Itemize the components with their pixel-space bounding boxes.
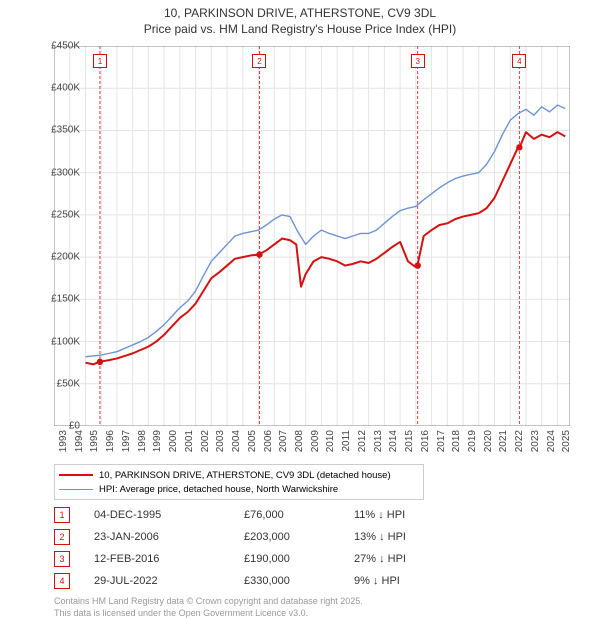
x-tick-label: 1999: [152, 430, 163, 452]
x-tick-label: 2020: [483, 430, 494, 452]
chart-plot-area: [54, 46, 570, 426]
x-tick-label: 2011: [341, 430, 352, 452]
sales-row-diff: 11% ↓ HPI: [354, 509, 454, 521]
sales-table-row: 4 29-JUL-2022£330,0009% ↓ HPI: [54, 570, 454, 592]
footer-line-1: Contains HM Land Registry data © Crown c…: [54, 596, 363, 606]
footer-attribution: Contains HM Land Registry data © Crown c…: [54, 596, 363, 619]
x-tick-label: 1997: [121, 430, 132, 452]
y-tick-label: £200K: [26, 252, 80, 263]
x-tick-label: 2000: [168, 430, 179, 452]
sales-row-marker: 3: [54, 551, 70, 567]
sales-table-row: 2 23-JAN-2006£203,00013% ↓ HPI: [54, 526, 454, 548]
x-tick-label: 2010: [325, 430, 336, 452]
y-tick-label: £450K: [26, 41, 80, 52]
x-tick-label: 2012: [357, 430, 368, 452]
x-tick-label: 2017: [436, 430, 447, 452]
x-tick-label: 2004: [231, 430, 242, 452]
legend-swatch: [59, 474, 93, 476]
x-tick-label: 2016: [420, 430, 431, 452]
x-tick-label: 2014: [388, 430, 399, 452]
legend-label: HPI: Average price, detached house, Nort…: [99, 484, 338, 495]
y-tick-label: £100K: [26, 336, 80, 347]
sales-table-row: 3 12-FEB-2016£190,00027% ↓ HPI: [54, 548, 454, 570]
x-tick-label: 2001: [184, 430, 195, 452]
x-tick-label: 2019: [467, 430, 478, 452]
x-tick-label: 2006: [263, 430, 274, 452]
sales-row-date: 23-JAN-2006: [94, 531, 244, 543]
x-tick-label: 2023: [530, 430, 541, 452]
sales-row-price: £330,000: [244, 575, 354, 587]
footer-line-2: This data is licensed under the Open Gov…: [54, 608, 308, 618]
sales-row-date: 29-JUL-2022: [94, 575, 244, 587]
y-tick-label: £400K: [26, 83, 80, 94]
x-tick-label: 2003: [215, 430, 226, 452]
x-tick-label: 2008: [294, 430, 305, 452]
x-tick-label: 2021: [498, 430, 509, 452]
sales-row-marker: 1: [54, 507, 70, 523]
x-tick-label: 2005: [247, 430, 258, 452]
sales-row-price: £76,000: [244, 509, 354, 521]
chart-svg: [54, 46, 570, 426]
x-tick-label: 1993: [58, 430, 69, 452]
y-tick-label: £50K: [26, 378, 80, 389]
title-line-1: 10, PARKINSON DRIVE, ATHERSTONE, CV9 3DL: [164, 6, 436, 20]
sales-row-marker: 2: [54, 529, 70, 545]
y-tick-label: £0: [26, 421, 80, 432]
sale-marker-3: 3: [411, 54, 425, 68]
legend-item: 10, PARKINSON DRIVE, ATHERSTONE, CV9 3DL…: [59, 468, 419, 482]
sales-table-row: 1 04-DEC-1995£76,00011% ↓ HPI: [54, 504, 454, 526]
sales-row-diff: 13% ↓ HPI: [354, 531, 454, 543]
y-tick-label: £350K: [26, 125, 80, 136]
legend: 10, PARKINSON DRIVE, ATHERSTONE, CV9 3DL…: [54, 464, 424, 500]
y-tick-label: £300K: [26, 167, 80, 178]
legend-item: HPI: Average price, detached house, Nort…: [59, 482, 419, 496]
x-tick-label: 2009: [310, 430, 321, 452]
x-tick-label: 1998: [137, 430, 148, 452]
x-tick-label: 1996: [105, 430, 116, 452]
x-tick-label: 2022: [514, 430, 525, 452]
y-tick-label: £250K: [26, 209, 80, 220]
sale-marker-4: 4: [512, 54, 526, 68]
sales-row-date: 12-FEB-2016: [94, 553, 244, 565]
x-tick-label: 2002: [200, 430, 211, 452]
chart-title: 10, PARKINSON DRIVE, ATHERSTONE, CV9 3DL…: [0, 0, 600, 37]
x-tick-label: 2018: [451, 430, 462, 452]
sale-marker-2: 2: [252, 54, 266, 68]
sales-row-price: £203,000: [244, 531, 354, 543]
title-line-2: Price paid vs. HM Land Registry's House …: [144, 22, 456, 36]
x-tick-label: 1995: [89, 430, 100, 452]
sales-row-price: £190,000: [244, 553, 354, 565]
sales-row-marker: 4: [54, 573, 70, 589]
y-tick-label: £150K: [26, 294, 80, 305]
sales-row-diff: 27% ↓ HPI: [354, 553, 454, 565]
x-tick-label: 2007: [278, 430, 289, 452]
x-tick-label: 2015: [404, 430, 415, 452]
x-tick-label: 2013: [373, 430, 384, 452]
x-tick-label: 1994: [74, 430, 85, 452]
x-tick-label: 2024: [546, 430, 557, 452]
sales-row-date: 04-DEC-1995: [94, 509, 244, 521]
sales-table: 1 04-DEC-1995£76,00011% ↓ HPI 2 23-JAN-2006…: [54, 504, 454, 592]
chart-container: 10, PARKINSON DRIVE, ATHERSTONE, CV9 3DL…: [0, 0, 600, 620]
legend-swatch: [59, 489, 93, 490]
sale-marker-1: 1: [93, 54, 107, 68]
sales-row-diff: 9% ↓ HPI: [354, 575, 454, 587]
legend-label: 10, PARKINSON DRIVE, ATHERSTONE, CV9 3DL…: [99, 470, 391, 481]
x-tick-label: 2025: [561, 430, 572, 452]
